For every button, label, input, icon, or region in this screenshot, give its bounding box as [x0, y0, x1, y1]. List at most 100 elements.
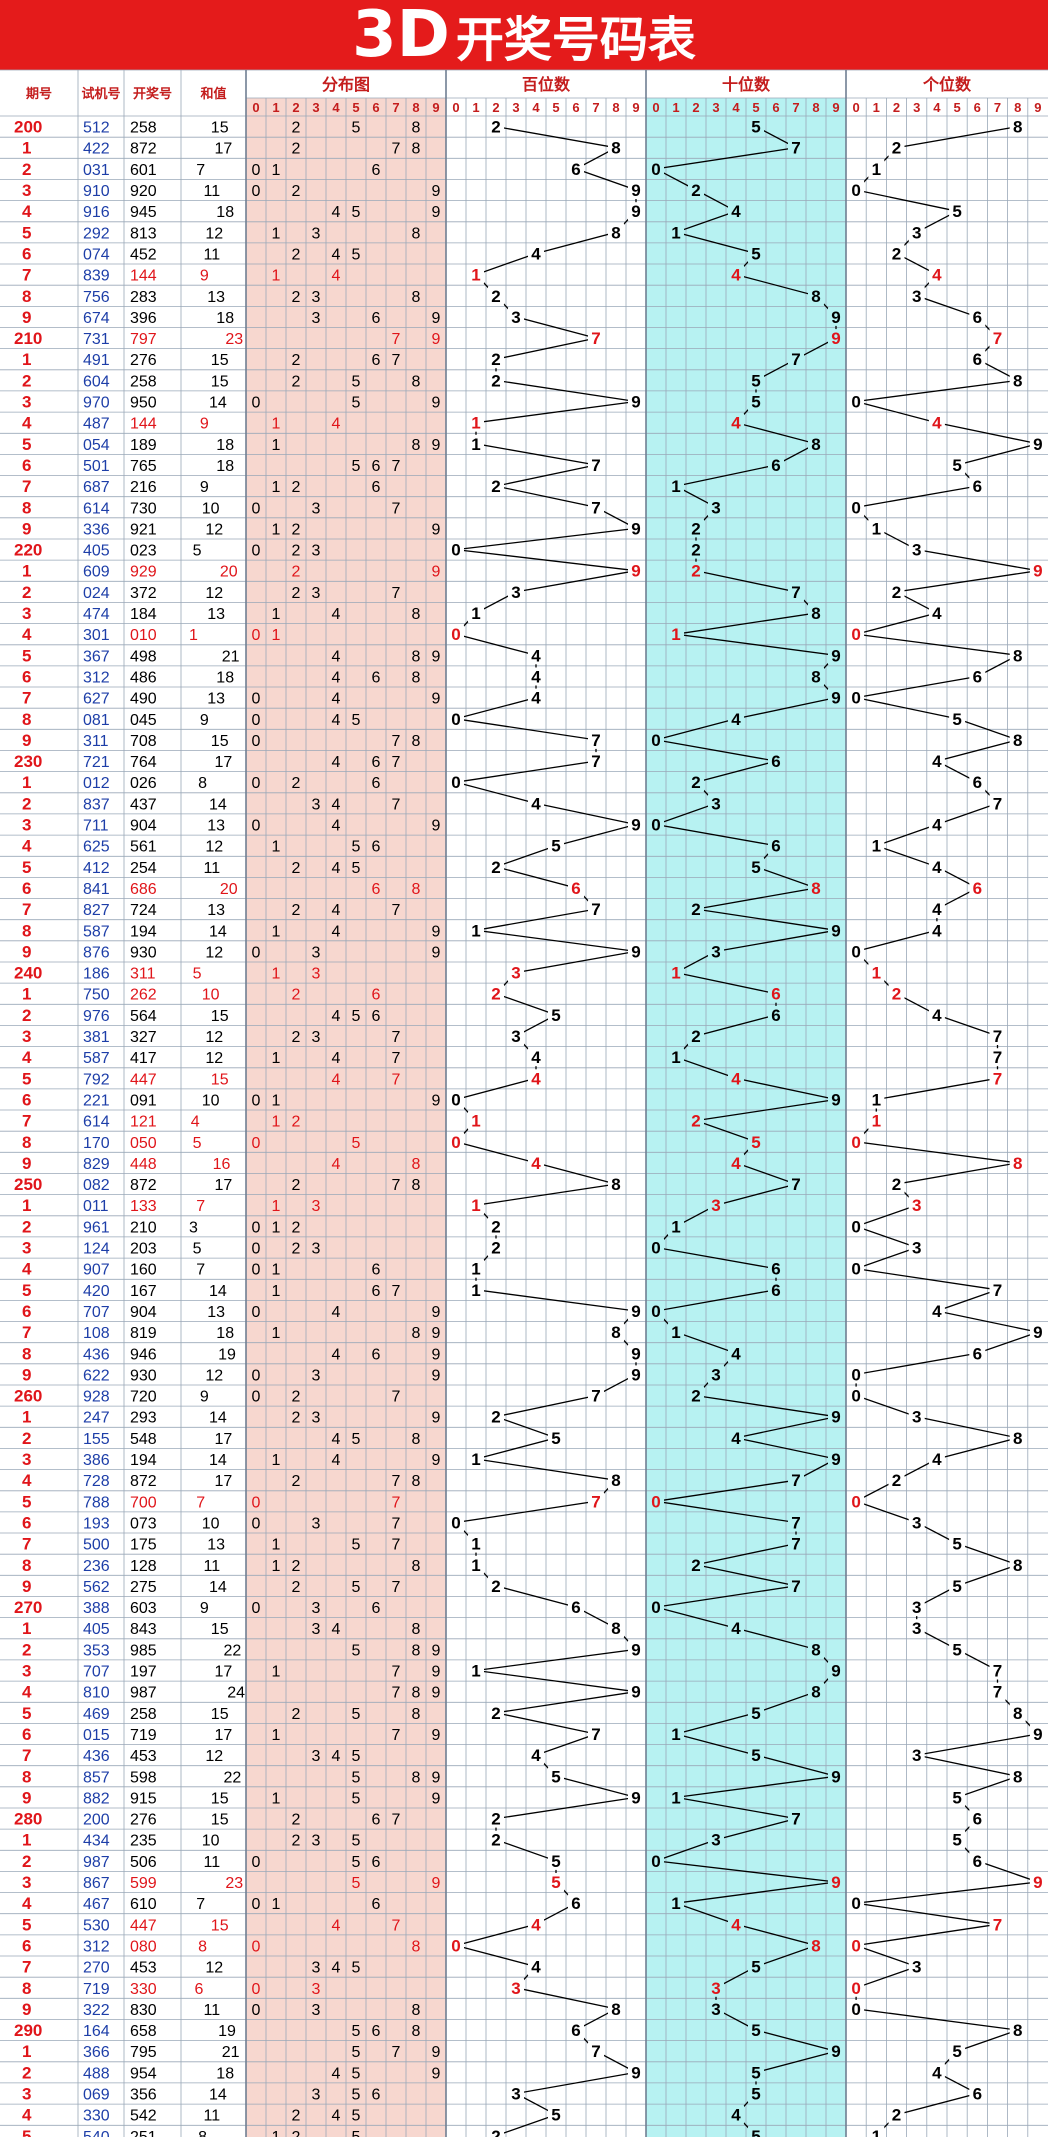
draw-number-cell: 987 [130, 1685, 157, 1702]
units-mark-bg [868, 963, 885, 982]
tens-position-mark: 7 [791, 583, 800, 602]
draw-number-cell: 167 [130, 1283, 157, 1300]
distribution-mark: 0 [252, 1304, 261, 1321]
units-position-mark: 5 [952, 1640, 961, 1659]
trial-number-cell: 719 [83, 1981, 110, 1998]
draw-number-cell: 293 [130, 1410, 157, 1427]
trial-number-cell: 124 [83, 1241, 110, 1258]
draw-number-cell: 930 [130, 944, 157, 961]
sum-value-cell: 14 [209, 796, 227, 813]
draw-number-cell: 795 [130, 2044, 157, 2061]
distribution-mark: 2 [292, 1410, 301, 1427]
sum-value-cell: 11 [204, 2108, 221, 2125]
draw-number-cell: 904 [130, 1304, 157, 1321]
units-position-mark: 0 [851, 1365, 860, 1384]
period-cell: 9 [22, 731, 31, 750]
distribution-mark: 8 [412, 1621, 421, 1638]
sum-value-cell: 10 [202, 500, 220, 517]
draw-number-cell: 194 [130, 923, 157, 940]
table-row: 6 707 904 13 90 4 9 0 4 [22, 1302, 945, 1321]
hundreds-position-mark: 8 [611, 2000, 620, 2019]
distribution-mark: 0 [252, 1515, 261, 1532]
period-cell: 270 [14, 1598, 42, 1617]
table-row: 9 829 448 16 4 8 4 4 8 [22, 1153, 1026, 1173]
table-row: 7 108 819 18 81 9 8 1 9 [22, 1323, 1046, 1342]
table-row: 7 839 144 9 1 4 1 4 4 [22, 265, 945, 285]
units-digit-header: 5 [953, 100, 960, 115]
period-cell: 3 [22, 2085, 31, 2104]
distribution-mark: 9 [432, 331, 441, 348]
units-mark-bg [949, 456, 966, 474]
trial-number-cell: 876 [83, 944, 110, 961]
tens-mark-bg [688, 181, 704, 199]
hundreds-position-mark: 6 [571, 1598, 580, 1617]
draw-number-cell: 915 [130, 1790, 157, 1807]
table-row: 200 512 258 15 2 5 8 2 5 8 [14, 118, 1026, 137]
units-mark-bg [928, 900, 945, 919]
tens-position-mark: 7 [791, 350, 800, 369]
distribution-mark: 7 [392, 796, 401, 813]
distribution-mark: 6 [372, 1896, 381, 1913]
table-row: 4 487 144 9 1 4 1 4 4 [22, 414, 945, 433]
distribution-mark: 1 [272, 627, 281, 644]
table-row: 6 074 452 11 4 52 4 5 2 [22, 244, 905, 263]
tens-position-mark: 1 [671, 1217, 680, 1236]
hundreds-position-mark: 3 [511, 964, 520, 983]
distribution-mark: 6 [372, 2023, 381, 2040]
units-position-mark: 3 [912, 1958, 921, 1977]
distribution-mark: 5 [352, 1642, 361, 1659]
draw-number-cell: 929 [130, 564, 157, 581]
trial-number-cell: 530 [83, 1917, 110, 1934]
hundreds-mark-bg [608, 223, 624, 242]
tens-mark-bg [828, 2042, 844, 2061]
table-row: 1 491 276 15 2 76 2 7 6 [22, 350, 986, 369]
tens-position-mark: 6 [771, 752, 780, 771]
trial-number-cell: 837 [83, 796, 110, 813]
table-row: 1 011 133 7 1 3 1 3 3 [22, 1196, 925, 1215]
distribution-mark: 2 [292, 1812, 301, 1829]
units-mark-bg [928, 604, 945, 622]
hundreds-mark-bg [528, 1153, 544, 1172]
tens-position-mark: 9 [831, 308, 840, 327]
trial-number-cell: 916 [83, 204, 110, 221]
tens-position-mark: 6 [771, 985, 780, 1004]
draw-number-cell: 128 [130, 1558, 157, 1575]
distribution-mark: 4 [332, 2108, 341, 2125]
units-position-mark: 2 [892, 1175, 901, 1194]
distribution-mark: 6 [372, 1854, 381, 1871]
tens-position-mark: 9 [831, 1408, 840, 1427]
draw-number-cell: 904 [130, 818, 157, 835]
table-row: 3 474 184 13 1 84 1 8 4 [22, 604, 945, 623]
distribution-mark: 7 [392, 585, 401, 602]
trial-number-cell: 412 [83, 860, 110, 877]
units-position-mark: 0 [851, 1217, 860, 1236]
trial-number-cell: 330 [83, 2108, 110, 2125]
units-mark-bg [848, 1999, 865, 2018]
tens-mark-bg [728, 202, 744, 221]
trial-number-cell: 069 [83, 2087, 110, 2104]
distribution-mark: 1 [272, 1727, 281, 1744]
tens-mark-bg [688, 519, 704, 538]
distribution-mark: 9 [432, 183, 441, 200]
sum-value-cell: 15 [211, 733, 229, 750]
table-row: 230 721 764 17 764 7 6 4 [14, 752, 945, 771]
table-row: 210 731 797 23 7 9 7 9 7 [14, 329, 1006, 348]
sum-value-cell: 13 [207, 606, 225, 623]
period-cell: 2 [22, 1429, 31, 1448]
table-row: 3 867 599 23 5 9 5 9 9 [22, 1873, 1046, 1892]
sum-value-cell: 15 [211, 120, 229, 137]
period-cell: 2 [22, 583, 31, 602]
units-position-mark: 0 [851, 2000, 860, 2019]
sum-value-cell: 17 [215, 1727, 233, 1744]
draw-number-cell: 599 [130, 1875, 157, 1892]
trial-number-cell: 301 [83, 627, 110, 644]
tens-position-mark: 2 [691, 900, 700, 919]
period-cell: 7 [22, 1958, 31, 1977]
hundreds-position-mark: 4 [531, 1915, 541, 1934]
hundreds-digit-header: 2 [492, 100, 499, 115]
distribution-mark: 1 [272, 162, 281, 179]
tens-position-mark: 9 [831, 2042, 840, 2061]
hundreds-position-mark: 9 [631, 1302, 640, 1321]
distribution-mark: 6 [372, 2087, 381, 2104]
units-mark-bg [908, 540, 925, 559]
